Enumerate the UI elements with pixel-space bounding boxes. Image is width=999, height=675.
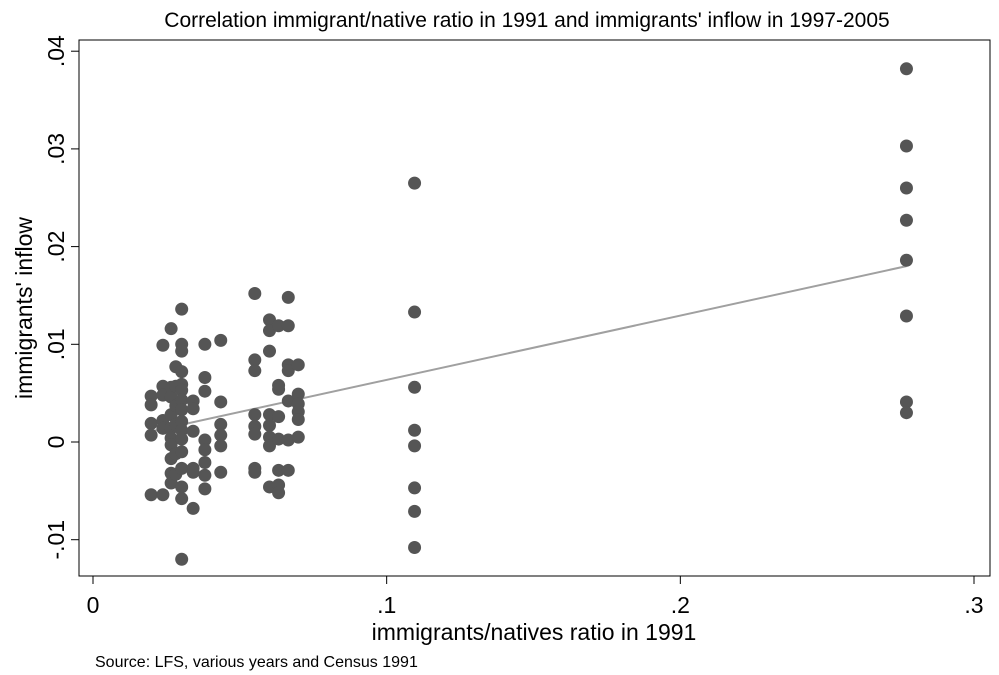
data-point [899,181,913,195]
y-tick-label: .02 [43,231,69,263]
data-point [186,501,200,515]
data-point [408,380,422,394]
data-point [281,364,295,378]
data-point [248,353,262,367]
data-point [214,439,228,453]
data-point [408,423,422,437]
data-point [175,393,189,407]
data-point [198,468,212,482]
x-tick-label: 0 [87,592,100,618]
data-point [899,253,913,267]
data-point [899,406,913,420]
data-point [248,364,262,378]
data-point [281,433,295,447]
data-point [144,428,158,442]
x-tick-label: .2 [671,592,690,618]
data-point [262,344,276,358]
data-point [198,456,212,470]
data-point [175,383,189,397]
data-point [899,139,913,153]
data-point [175,403,189,417]
y-tick-label: .03 [43,133,69,165]
y-tick-label: .01 [43,328,69,360]
data-point [272,382,286,396]
data-point [198,371,212,385]
x-tick-label: .1 [377,592,396,618]
data-point [198,337,212,351]
fit-line [151,265,907,433]
data-point [272,463,286,477]
data-point [291,430,305,444]
data-points [144,62,913,566]
data-point [198,384,212,398]
data-point [272,410,286,424]
data-point [198,433,212,447]
data-point [248,465,262,479]
data-point [281,394,295,408]
data-point [175,461,189,475]
data-point [198,443,212,457]
data-point [186,465,200,479]
data-point [144,398,158,412]
plot-area [78,39,991,577]
data-point [186,402,200,416]
x-tick-label: .3 [964,592,983,618]
source-note: Source: LFS, various years and Census 19… [95,654,418,671]
data-point [156,338,170,352]
data-point [144,416,158,430]
y-axis-label: immigrants' inflow [11,217,37,399]
data-point [214,417,228,431]
data-point [408,176,422,190]
data-point [248,286,262,300]
data-point [281,463,295,477]
data-point [248,408,262,422]
data-point [899,62,913,76]
data-point [214,465,228,479]
data-point [281,319,295,333]
data-point [899,213,913,227]
data-point [408,305,422,319]
data-point [408,504,422,518]
data-point [175,552,189,566]
data-point [272,319,286,333]
data-point [144,488,158,502]
data-point [175,344,189,358]
data-point [262,439,276,453]
x-axis-label: immigrants/natives ratio in 1991 [372,619,697,645]
data-point [899,395,913,409]
data-point [198,482,212,496]
data-point [175,302,189,316]
y-tick-label: .04 [43,35,69,67]
data-point [248,427,262,441]
data-point [214,395,228,409]
data-point [899,309,913,323]
x-axis: 0 .1 .2 .3 [87,576,984,618]
data-point [186,424,200,438]
data-point [175,492,189,506]
data-point [214,333,228,347]
data-point [291,387,305,401]
data-point [164,322,178,336]
data-point [175,480,189,494]
data-point [291,358,305,372]
y-axis: -.01 0 .01 .02 .03 .04 [43,35,79,560]
chart-title: Correlation immigrant/native ratio in 19… [164,9,889,32]
data-point [175,365,189,379]
data-point [408,541,422,555]
data-point [156,488,170,502]
y-tick-label: -.01 [43,520,69,560]
data-point [272,432,286,446]
data-point [272,486,286,500]
data-point [175,432,189,446]
data-point [408,481,422,495]
data-point [408,439,422,453]
data-point [262,418,276,432]
data-point [214,428,228,442]
data-point [175,445,189,459]
data-point [281,290,295,304]
data-point [291,413,305,427]
y-tick-label: 0 [43,436,69,449]
